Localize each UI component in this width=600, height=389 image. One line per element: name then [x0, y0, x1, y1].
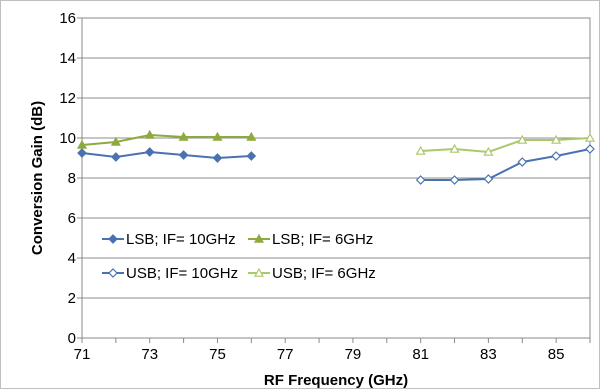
data-point: [415, 175, 426, 185]
data-point: [483, 146, 494, 156]
legend-item: USB; IF= 10GHz: [102, 265, 238, 282]
data-point: [584, 132, 596, 142]
data-point: [246, 151, 257, 161]
y-tick-label: 14: [59, 50, 76, 67]
legend-item: USB; IF= 6GHz: [248, 265, 376, 282]
series-line: [81, 150, 252, 160]
legend-marker: [253, 267, 265, 277]
data-point: [144, 129, 155, 139]
data-point: [415, 145, 426, 155]
legend-marker: [108, 268, 118, 278]
y-tick-label: 2: [68, 290, 76, 307]
data-point: [178, 150, 189, 160]
data-point: [77, 148, 87, 158]
y-tick-label: 0: [68, 330, 76, 347]
data-point: [517, 157, 528, 167]
x-tick-label: 83: [480, 346, 497, 363]
legend-marker: [253, 233, 265, 243]
legend-label: LSB; IF= 6GHz: [272, 231, 373, 248]
data-point: [144, 147, 155, 157]
data-point: [483, 174, 494, 184]
data-point: [551, 134, 562, 144]
y-tick-label: 4: [68, 250, 76, 267]
y-tick-label: 16: [59, 10, 76, 27]
y-tick-label: 10: [59, 130, 76, 147]
data-point: [246, 131, 257, 141]
legend-label: LSB; IF= 10GHz: [126, 231, 236, 248]
legend-item: LSB; IF= 10GHz: [102, 231, 236, 248]
y-axis-title: Conversion Gain (dB): [29, 101, 46, 255]
series-line: [81, 133, 252, 146]
legend-marker: [108, 234, 118, 244]
series-2: [76, 129, 257, 149]
legend: LSB; IF= 10GHz LSB; IF= 6GHz USB; IF= 10GH…: [102, 231, 376, 282]
x-tick-label: 75: [209, 346, 226, 363]
series-1: [77, 147, 257, 163]
data-point: [449, 175, 460, 185]
series-line: [420, 148, 591, 181]
series-line: [420, 137, 591, 154]
series-layer: [76, 129, 596, 185]
series-4: [415, 132, 596, 156]
x-tick-label: 79: [345, 346, 362, 363]
data-point: [111, 152, 121, 162]
y-axis-ticks: 0 2 4 6 8 10 12 14 16: [59, 10, 82, 347]
x-tick-label: 71: [74, 346, 91, 363]
x-axis-ticks: 71 73 75 77 79 81 83 85: [74, 338, 591, 363]
x-axis-title: RF Frequency (GHz): [264, 372, 408, 389]
series-3: [415, 144, 595, 185]
data-point: [449, 143, 460, 153]
data-point: [212, 153, 223, 163]
data-point: [212, 131, 223, 141]
x-tick-label: 81: [412, 346, 429, 363]
legend-label: USB; IF= 6GHz: [272, 265, 376, 282]
data-point: [551, 151, 561, 161]
y-tick-label: 8: [68, 170, 76, 187]
data-point: [585, 144, 595, 154]
legend-label: USB; IF= 10GHz: [126, 265, 238, 282]
x-tick-label: 73: [141, 346, 158, 363]
data-point: [517, 134, 528, 144]
legend-item: LSB; IF= 6GHz: [248, 231, 373, 248]
data-point: [178, 131, 189, 141]
gridlines: [82, 57, 590, 299]
x-tick-label: 85: [548, 346, 565, 363]
data-point: [76, 139, 88, 149]
x-tick-label: 77: [277, 346, 294, 363]
y-tick-label: 12: [59, 90, 76, 107]
y-tick-label: 6: [68, 210, 76, 227]
data-point: [110, 136, 121, 146]
